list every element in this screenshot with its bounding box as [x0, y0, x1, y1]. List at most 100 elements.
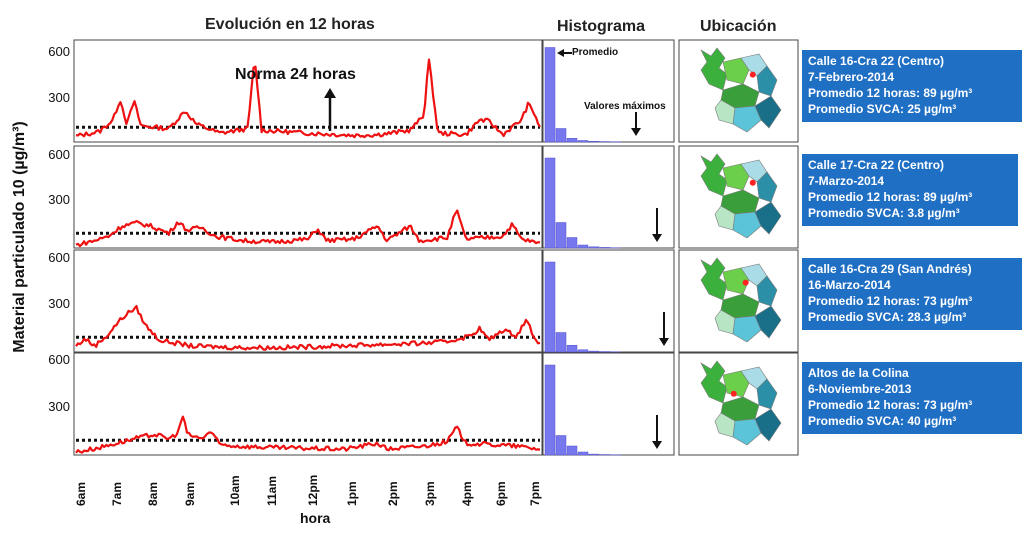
- location-card-4: Altos de la Colina 6-Noviembre-2013 Promed…: [802, 362, 1022, 434]
- max-arrow-head-4: [652, 441, 662, 449]
- histogram-header: Histograma: [557, 18, 646, 35]
- location-card-3: Calle 16-Cra 29 (San Andrés) 16-Marzo-201…: [802, 258, 1022, 330]
- histogram-bar: [544, 261, 556, 353]
- map-region: [732, 105, 762, 133]
- histogram-bar: [566, 138, 578, 143]
- map-region: [732, 315, 762, 343]
- card-location: Calle 16-Cra 29 (San Andrés): [808, 262, 972, 276]
- histogram-bar: [566, 345, 578, 353]
- chart-panel-4: [73, 352, 543, 456]
- histogram-bar: [577, 349, 589, 353]
- map-4: [678, 352, 799, 456]
- map-marker: [749, 71, 756, 78]
- promedio-label: Promedio: [572, 47, 619, 58]
- map-region: [754, 305, 782, 339]
- map-region: [756, 171, 778, 203]
- map-region: [714, 205, 736, 231]
- card-date: 6-Noviembre-2013: [808, 382, 912, 396]
- promedio-arrow-head: [557, 49, 564, 57]
- x-tick-label: 2pm: [386, 481, 400, 506]
- x-tick-label: 8am: [146, 481, 160, 506]
- map-marker: [749, 179, 756, 186]
- map-region: [722, 57, 750, 85]
- card-svca: Promedio SVCA: 25 µg/m³: [808, 102, 957, 116]
- y-tick-label: 300: [48, 296, 70, 311]
- location-card-1: Calle 16-Cra 22 (Centro) 7-Febrero-2014 Pr…: [802, 50, 1022, 122]
- norm-arrow-head: [324, 88, 336, 98]
- y-tick-label: 600: [48, 352, 70, 367]
- location-card-2: Calle 17-Cra 22 (Centro) 7-Marzo-2014 Prom…: [802, 154, 1018, 226]
- map-region: [756, 275, 778, 307]
- card-avg12: Promedio 12 horas: 73 µg/m³: [808, 398, 973, 412]
- map-region: [722, 267, 750, 295]
- map-marker: [742, 279, 749, 286]
- card-location: Calle 17-Cra 22 (Centro): [808, 158, 945, 172]
- card-avg12: Promedio 12 horas: 89 µg/m³: [808, 86, 973, 100]
- max-arrow-head-2: [652, 234, 662, 242]
- y-tick-label: 300: [48, 192, 70, 207]
- map-region: [756, 378, 778, 410]
- x-tick-label: 7am: [110, 481, 124, 506]
- map-3: [678, 249, 799, 353]
- x-axis-label: hora: [300, 510, 331, 526]
- series-line-2: [75, 209, 541, 248]
- location-header: Ubicación: [700, 18, 777, 35]
- x-tick-label: 7pm: [528, 481, 542, 506]
- histogram-bar: [588, 141, 600, 143]
- histogram-bar: [544, 47, 556, 143]
- histogram-bar: [555, 222, 567, 249]
- map-region: [714, 412, 736, 438]
- y-tick-label: 600: [48, 44, 70, 59]
- series-line-1: [75, 58, 541, 139]
- x-tick-label: 10am: [228, 475, 242, 506]
- histogram-bar: [577, 451, 589, 456]
- map-1: [678, 39, 799, 143]
- histogram-bar: [599, 247, 611, 249]
- map-region: [722, 370, 750, 398]
- x-tick-label: 11am: [265, 475, 279, 506]
- x-tick-label: 9am: [183, 481, 197, 506]
- card-location: Altos de la Colina: [808, 366, 909, 380]
- map-region: [714, 309, 736, 335]
- y-tick-label: 600: [48, 147, 70, 162]
- y-tick-label: 300: [48, 399, 70, 414]
- histogram-bar: [555, 332, 567, 353]
- histogram-bar: [577, 244, 589, 249]
- histogram-bar: [555, 128, 567, 143]
- histogram-bar: [566, 237, 578, 249]
- x-tick-label: 12pm: [306, 474, 320, 506]
- valores-maximos-label: Valores máximos: [584, 101, 666, 112]
- histogram-bar: [577, 140, 589, 143]
- norm-label: Norma 24 horas: [235, 66, 356, 83]
- chart-panel-1: [73, 39, 543, 143]
- histogram-bar: [588, 246, 600, 249]
- x-tick-label: 6am: [74, 481, 88, 506]
- y-tick-label: 600: [48, 250, 70, 265]
- map-region: [732, 211, 762, 239]
- card-avg12: Promedio 12 horas: 73 µg/m³: [808, 294, 973, 308]
- card-date: 7-Marzo-2014: [808, 174, 885, 188]
- evolution-header: Evolución en 12 horas: [205, 16, 375, 33]
- card-date: 16-Marzo-2014: [808, 278, 891, 292]
- histogram-bar: [555, 435, 567, 456]
- card-svca: Promedio SVCA: 40 µg/m³: [808, 414, 957, 428]
- map-region: [754, 201, 782, 235]
- map-region: [754, 408, 782, 442]
- x-tick-label: 3pm: [423, 481, 437, 506]
- map-region: [722, 163, 750, 191]
- map-marker: [730, 390, 737, 397]
- map-2: [678, 145, 799, 249]
- max-arrow-head-3: [659, 338, 669, 346]
- x-tick-label: 6pm: [494, 481, 508, 506]
- card-avg12: Promedio 12 horas: 89 µg/m³: [808, 190, 973, 204]
- series-line-3: [75, 305, 541, 351]
- y-tick-label: 300: [48, 90, 70, 105]
- card-location: Calle 16-Cra 22 (Centro): [808, 54, 945, 68]
- map-region: [714, 99, 736, 125]
- card-svca: Promedio SVCA: 3.8 µg/m³: [808, 206, 960, 220]
- series-line-4: [75, 415, 541, 454]
- card-svca: Promedio SVCA: 28.3 µg/m³: [808, 310, 967, 324]
- map-region: [732, 418, 762, 446]
- map-region: [754, 95, 782, 129]
